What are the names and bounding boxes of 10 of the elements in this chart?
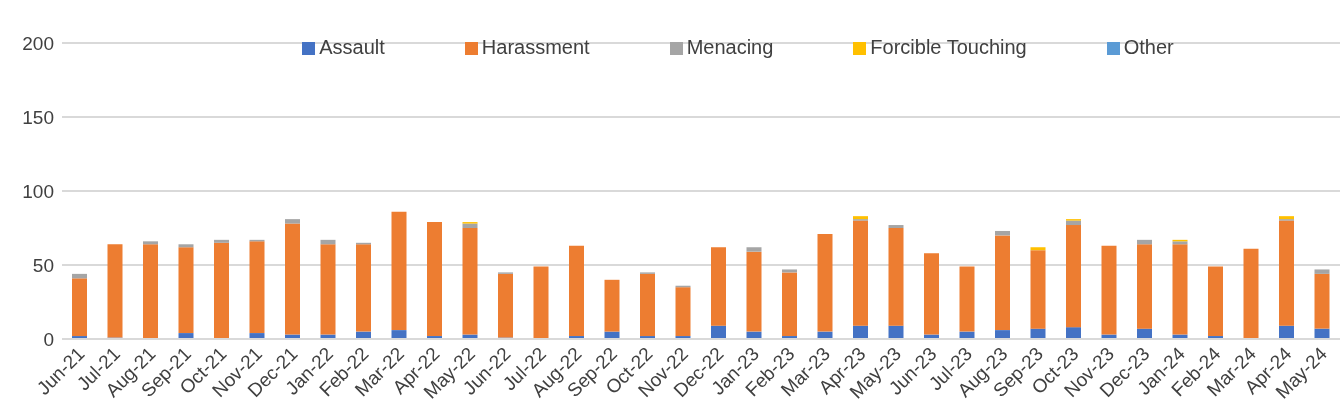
y-tick-label: 150 [22,106,54,128]
y-tick-label: 0 [43,328,54,350]
legend-label: Other [1123,36,1174,58]
y-tick-label: 100 [22,180,54,202]
legend-label: Forcible Touching [870,36,1027,58]
y-tick-label: 50 [32,254,54,276]
legend-label: Menacing [686,36,774,58]
y-tick-label: 200 [22,32,54,54]
legend-label: Assault [319,36,385,58]
legend-label: Harassment [481,36,590,58]
